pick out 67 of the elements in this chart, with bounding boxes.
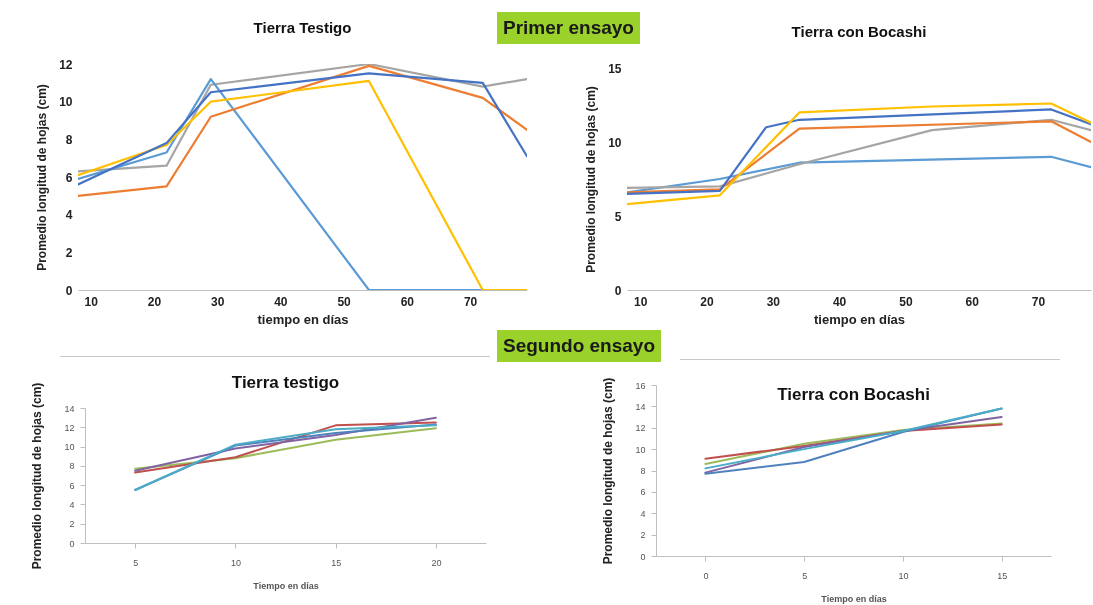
- line-series: [704, 423, 1003, 460]
- y-axis-title: Promedio longitud de hojas (cm): [584, 86, 599, 273]
- y-tick-label: 8: [69, 461, 75, 472]
- y-tick-label: 16: [635, 380, 646, 391]
- x-tick-label: 30: [210, 294, 225, 309]
- x-tick-label: 20: [147, 294, 162, 309]
- y-axis-title: Promedio longitud de hojas (cm): [601, 377, 616, 565]
- chart-title: Tierra Testigo: [253, 19, 352, 36]
- y-tick-label: 0: [65, 283, 73, 298]
- x-tick-label: 0: [703, 570, 709, 581]
- y-tick-label: 10: [635, 444, 646, 455]
- y-tick-label: 0: [614, 283, 622, 298]
- y-tick-label: 2: [69, 519, 75, 530]
- line-series: [134, 427, 437, 470]
- y-tick-label: 8: [65, 132, 73, 147]
- x-tick-label: 5: [133, 557, 139, 568]
- chart-title: Tierra con Bocashi: [777, 385, 930, 405]
- y-tick-label: 5: [614, 209, 622, 224]
- x-axis-title: tiempo en días: [813, 311, 906, 327]
- y-tick-label: 4: [65, 208, 73, 223]
- y-tick-label: 6: [65, 170, 73, 185]
- x-tick-label: 60: [400, 294, 415, 309]
- y-tick-label: 4: [640, 508, 646, 519]
- x-tick-label: 70: [1031, 294, 1046, 309]
- y-tick-label: 2: [640, 530, 646, 541]
- x-tick-label: 5: [802, 570, 808, 581]
- x-tick-label: 50: [337, 294, 352, 309]
- x-tick-label: 20: [700, 294, 715, 309]
- x-tick-label: 20: [431, 557, 442, 568]
- x-tick-label: 50: [899, 294, 913, 309]
- x-axis-title: tiempo en días: [257, 311, 349, 327]
- x-tick-label: 40: [832, 294, 847, 309]
- y-tick-label: 12: [59, 57, 73, 72]
- x-axis-title: Tiempo en días: [821, 593, 887, 604]
- y-tick-label: 6: [640, 487, 646, 498]
- y-axis-title: Promedio longitud de hojas (cm): [30, 382, 45, 570]
- x-tick-label: 70: [463, 294, 478, 309]
- y-tick-label: 10: [608, 135, 622, 150]
- y-axis-title: Promedio longitud de hojas (cm): [35, 84, 50, 271]
- line-series: [704, 422, 1003, 466]
- x-tick-label: 10: [898, 570, 909, 581]
- text: Segundo ensayo: [497, 330, 662, 362]
- x-tick-label: 40: [274, 294, 288, 309]
- text: Primer ensayo: [497, 12, 640, 44]
- y-tick-label: 14: [64, 403, 75, 414]
- y-tick-label: 8: [640, 466, 646, 476]
- y-tick-label: 10: [59, 95, 73, 110]
- x-tick-label: 60: [965, 294, 980, 309]
- x-tick-label: 15: [331, 557, 342, 568]
- y-tick-label: 15: [608, 61, 622, 76]
- x-axis-title: Tiempo en días: [253, 580, 319, 591]
- x-tick-label: 30: [766, 294, 781, 309]
- y-tick-label: 6: [69, 480, 75, 491]
- line-series: [78, 64, 527, 173]
- chart-title: Tierra testigo: [231, 373, 340, 393]
- x-tick-label: 10: [230, 557, 241, 568]
- x-tick-label: 10: [84, 294, 99, 309]
- y-tick-label: 12: [64, 422, 75, 433]
- x-tick-label: 15: [997, 570, 1008, 581]
- y-tick-label: 10: [64, 442, 75, 453]
- y-tick-label: 12: [635, 423, 646, 434]
- line-series: [627, 102, 1091, 206]
- y-tick-label: 4: [69, 499, 75, 510]
- y-tick-label: 14: [635, 401, 646, 412]
- y-tick-label: 2: [65, 245, 73, 260]
- y-tick-label: 0: [69, 538, 75, 549]
- chart-title: Tierra con Bocashi: [791, 23, 927, 40]
